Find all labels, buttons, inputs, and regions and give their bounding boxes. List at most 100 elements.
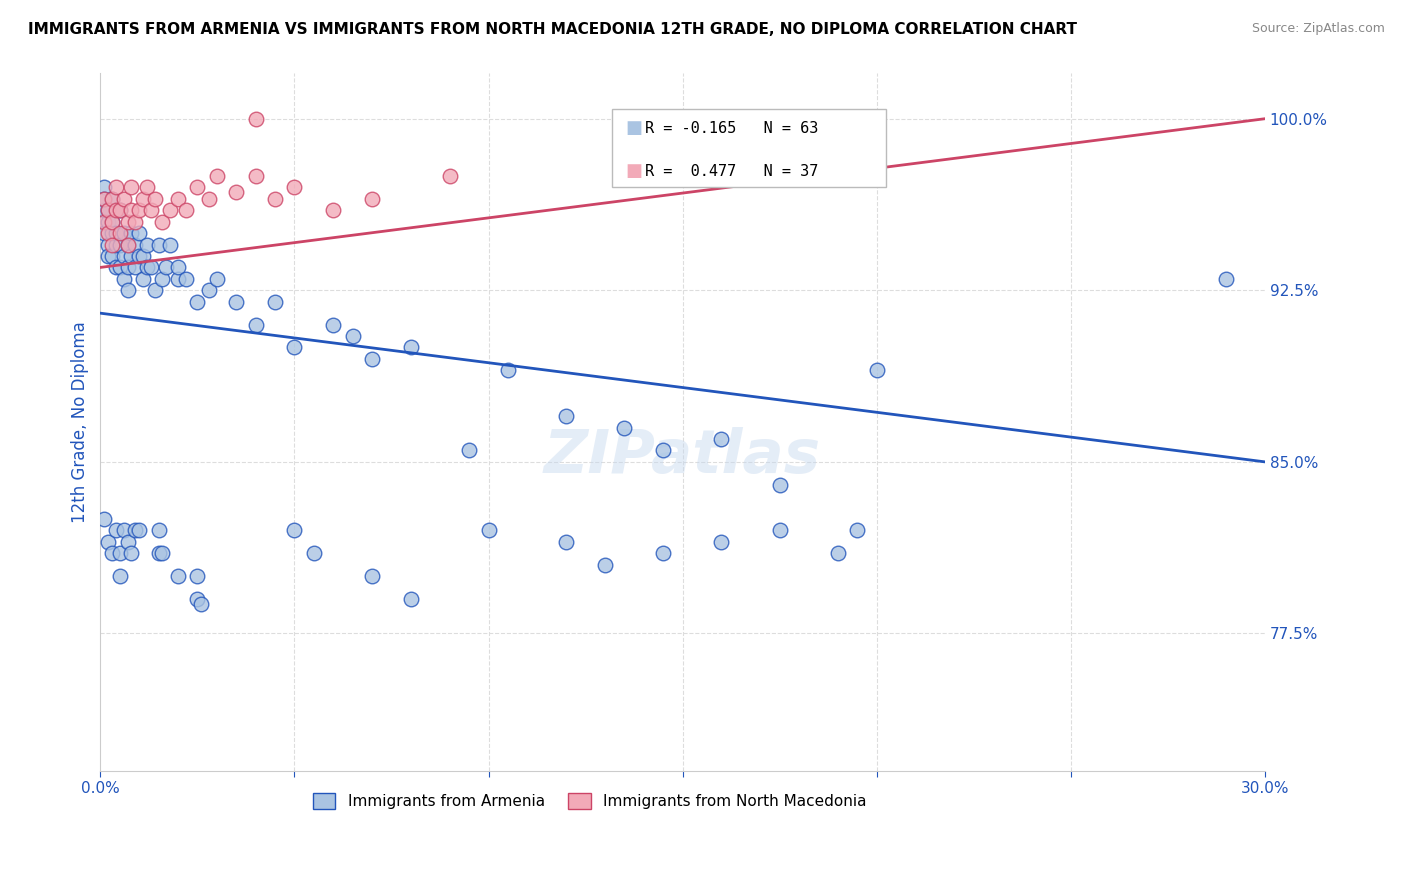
Legend: Immigrants from Armenia, Immigrants from North Macedonia: Immigrants from Armenia, Immigrants from… (307, 787, 873, 815)
Point (93, 215, 115, 229)
Point (93, 192, 115, 206)
Point (283, 524, 305, 538)
Point (132, 192, 155, 206)
Text: R =  0.477   N = 37: R = 0.477 N = 37 (645, 164, 818, 178)
Point (108, 203, 131, 218)
Point (152, 215, 174, 229)
Y-axis label: 12th Grade, No Diploma: 12th Grade, No Diploma (72, 321, 89, 523)
Point (342, 329, 364, 343)
Point (186, 180, 208, 194)
Point (139, 260, 162, 275)
Text: R = -0.165   N = 63: R = -0.165 N = 63 (645, 121, 818, 136)
Point (97, 249, 120, 263)
Point (198, 192, 221, 206)
Point (128, 524, 150, 538)
Point (458, 443, 481, 458)
Point (97, 535, 120, 549)
Point (101, 249, 124, 263)
Point (496, 363, 519, 377)
Point (159, 237, 181, 252)
Point (128, 249, 150, 263)
Text: ZIPatlas: ZIPatlas (544, 427, 821, 486)
Point (710, 535, 733, 549)
Point (108, 203, 131, 218)
Point (101, 546, 124, 560)
Point (827, 546, 849, 560)
Point (108, 260, 131, 275)
Point (322, 318, 344, 332)
Point (361, 351, 384, 366)
Point (846, 524, 869, 538)
Point (555, 535, 578, 549)
Point (108, 546, 131, 560)
Point (159, 203, 181, 218)
Point (108, 569, 131, 583)
Point (101, 192, 124, 206)
Point (139, 203, 162, 218)
Point (769, 477, 792, 491)
Point (555, 409, 578, 423)
Point (143, 283, 166, 297)
Point (302, 546, 325, 560)
Point (117, 215, 139, 229)
Point (205, 272, 228, 286)
Point (186, 592, 208, 607)
Text: IMMIGRANTS FROM ARMENIA VS IMMIGRANTS FROM NORTH MACEDONIA 12TH GRADE, NO DIPLOM: IMMIGRANTS FROM ARMENIA VS IMMIGRANTS FR… (28, 22, 1077, 37)
Point (104, 226, 127, 240)
Point (174, 272, 197, 286)
Point (97, 203, 120, 218)
Point (112, 524, 135, 538)
Text: Source: ZipAtlas.com: Source: ZipAtlas.com (1251, 22, 1385, 36)
Point (93, 192, 115, 206)
Point (112, 249, 135, 263)
Point (104, 180, 127, 194)
Point (117, 260, 139, 275)
Point (132, 272, 155, 286)
Point (439, 169, 461, 183)
Point (124, 524, 146, 538)
Point (97, 203, 120, 218)
Point (136, 260, 159, 275)
Point (205, 169, 228, 183)
Point (120, 203, 142, 218)
Point (155, 260, 177, 275)
Point (117, 237, 139, 252)
Point (120, 249, 142, 263)
Point (93, 180, 115, 194)
Point (143, 192, 166, 206)
Point (225, 185, 247, 199)
Point (186, 569, 208, 583)
Point (120, 180, 142, 194)
Point (1215, 272, 1237, 286)
Point (652, 443, 675, 458)
Point (152, 546, 174, 560)
Point (174, 203, 197, 218)
Point (399, 341, 422, 355)
Point (124, 215, 146, 229)
Point (148, 546, 170, 560)
Point (101, 215, 124, 229)
Point (190, 597, 212, 611)
Point (245, 112, 267, 126)
Point (117, 535, 139, 549)
Point (104, 237, 127, 252)
Point (108, 237, 131, 252)
Text: ■: ■ (626, 120, 643, 137)
Point (128, 203, 150, 218)
Point (136, 180, 159, 194)
Point (97, 226, 120, 240)
Point (93, 226, 115, 240)
Point (167, 192, 190, 206)
Point (361, 569, 384, 583)
Point (104, 203, 127, 218)
Point (148, 237, 170, 252)
Point (108, 226, 131, 240)
Point (399, 592, 422, 607)
Point (112, 192, 135, 206)
Point (866, 363, 889, 377)
Point (112, 272, 135, 286)
Point (283, 341, 305, 355)
Point (613, 420, 636, 434)
Point (361, 192, 384, 206)
Point (104, 524, 127, 538)
